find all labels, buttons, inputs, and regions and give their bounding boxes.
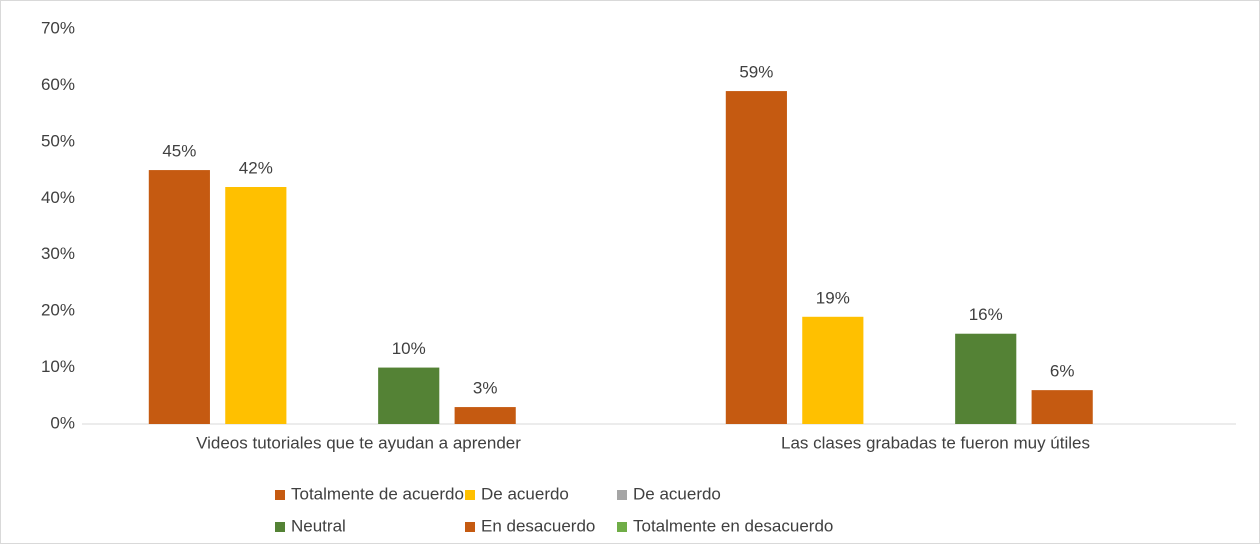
- y-tick-label: 70%: [41, 18, 75, 37]
- data-label: 10%: [392, 339, 426, 358]
- bar: [148, 170, 210, 424]
- bar: [454, 407, 516, 424]
- y-tick-label: 40%: [41, 188, 75, 207]
- bar: [955, 333, 1017, 424]
- legend-label: De acuerdo: [633, 484, 721, 503]
- x-tick-label: Videos tutoriales que te ayudan a aprend…: [196, 433, 521, 452]
- y-tick-label: 10%: [41, 357, 75, 376]
- data-label: 42%: [239, 158, 273, 177]
- y-tick-label: 30%: [41, 244, 75, 263]
- legend-label: Totalmente de acuerdo: [291, 484, 464, 503]
- legend-swatch: [465, 490, 475, 500]
- legend-swatch: [275, 490, 285, 500]
- legend-label: Totalmente en desacuerdo: [633, 516, 833, 535]
- legend-swatch: [465, 522, 475, 532]
- x-tick-label: Las clases grabadas te fueron muy útiles: [781, 433, 1090, 452]
- legend-swatch: [617, 522, 627, 532]
- data-label: 19%: [816, 288, 850, 307]
- data-label: 3%: [473, 379, 498, 398]
- legend-swatch: [275, 522, 285, 532]
- bar: [225, 187, 287, 424]
- data-label: 16%: [969, 305, 1003, 324]
- legend-label: Neutral: [291, 516, 346, 535]
- bar: [725, 91, 787, 425]
- y-tick-label: 20%: [41, 301, 75, 320]
- y-tick-label: 0%: [50, 413, 75, 432]
- bar: [802, 316, 864, 424]
- legend-swatch: [617, 490, 627, 500]
- data-label: 6%: [1050, 362, 1075, 381]
- bar: [378, 367, 440, 424]
- y-tick-label: 60%: [41, 75, 75, 94]
- bar: [1031, 390, 1093, 424]
- y-tick-label: 50%: [41, 131, 75, 150]
- legend-label: De acuerdo: [481, 484, 569, 503]
- data-label: 59%: [739, 63, 773, 82]
- legend-label: En desacuerdo: [481, 516, 595, 535]
- data-label: 45%: [162, 142, 196, 161]
